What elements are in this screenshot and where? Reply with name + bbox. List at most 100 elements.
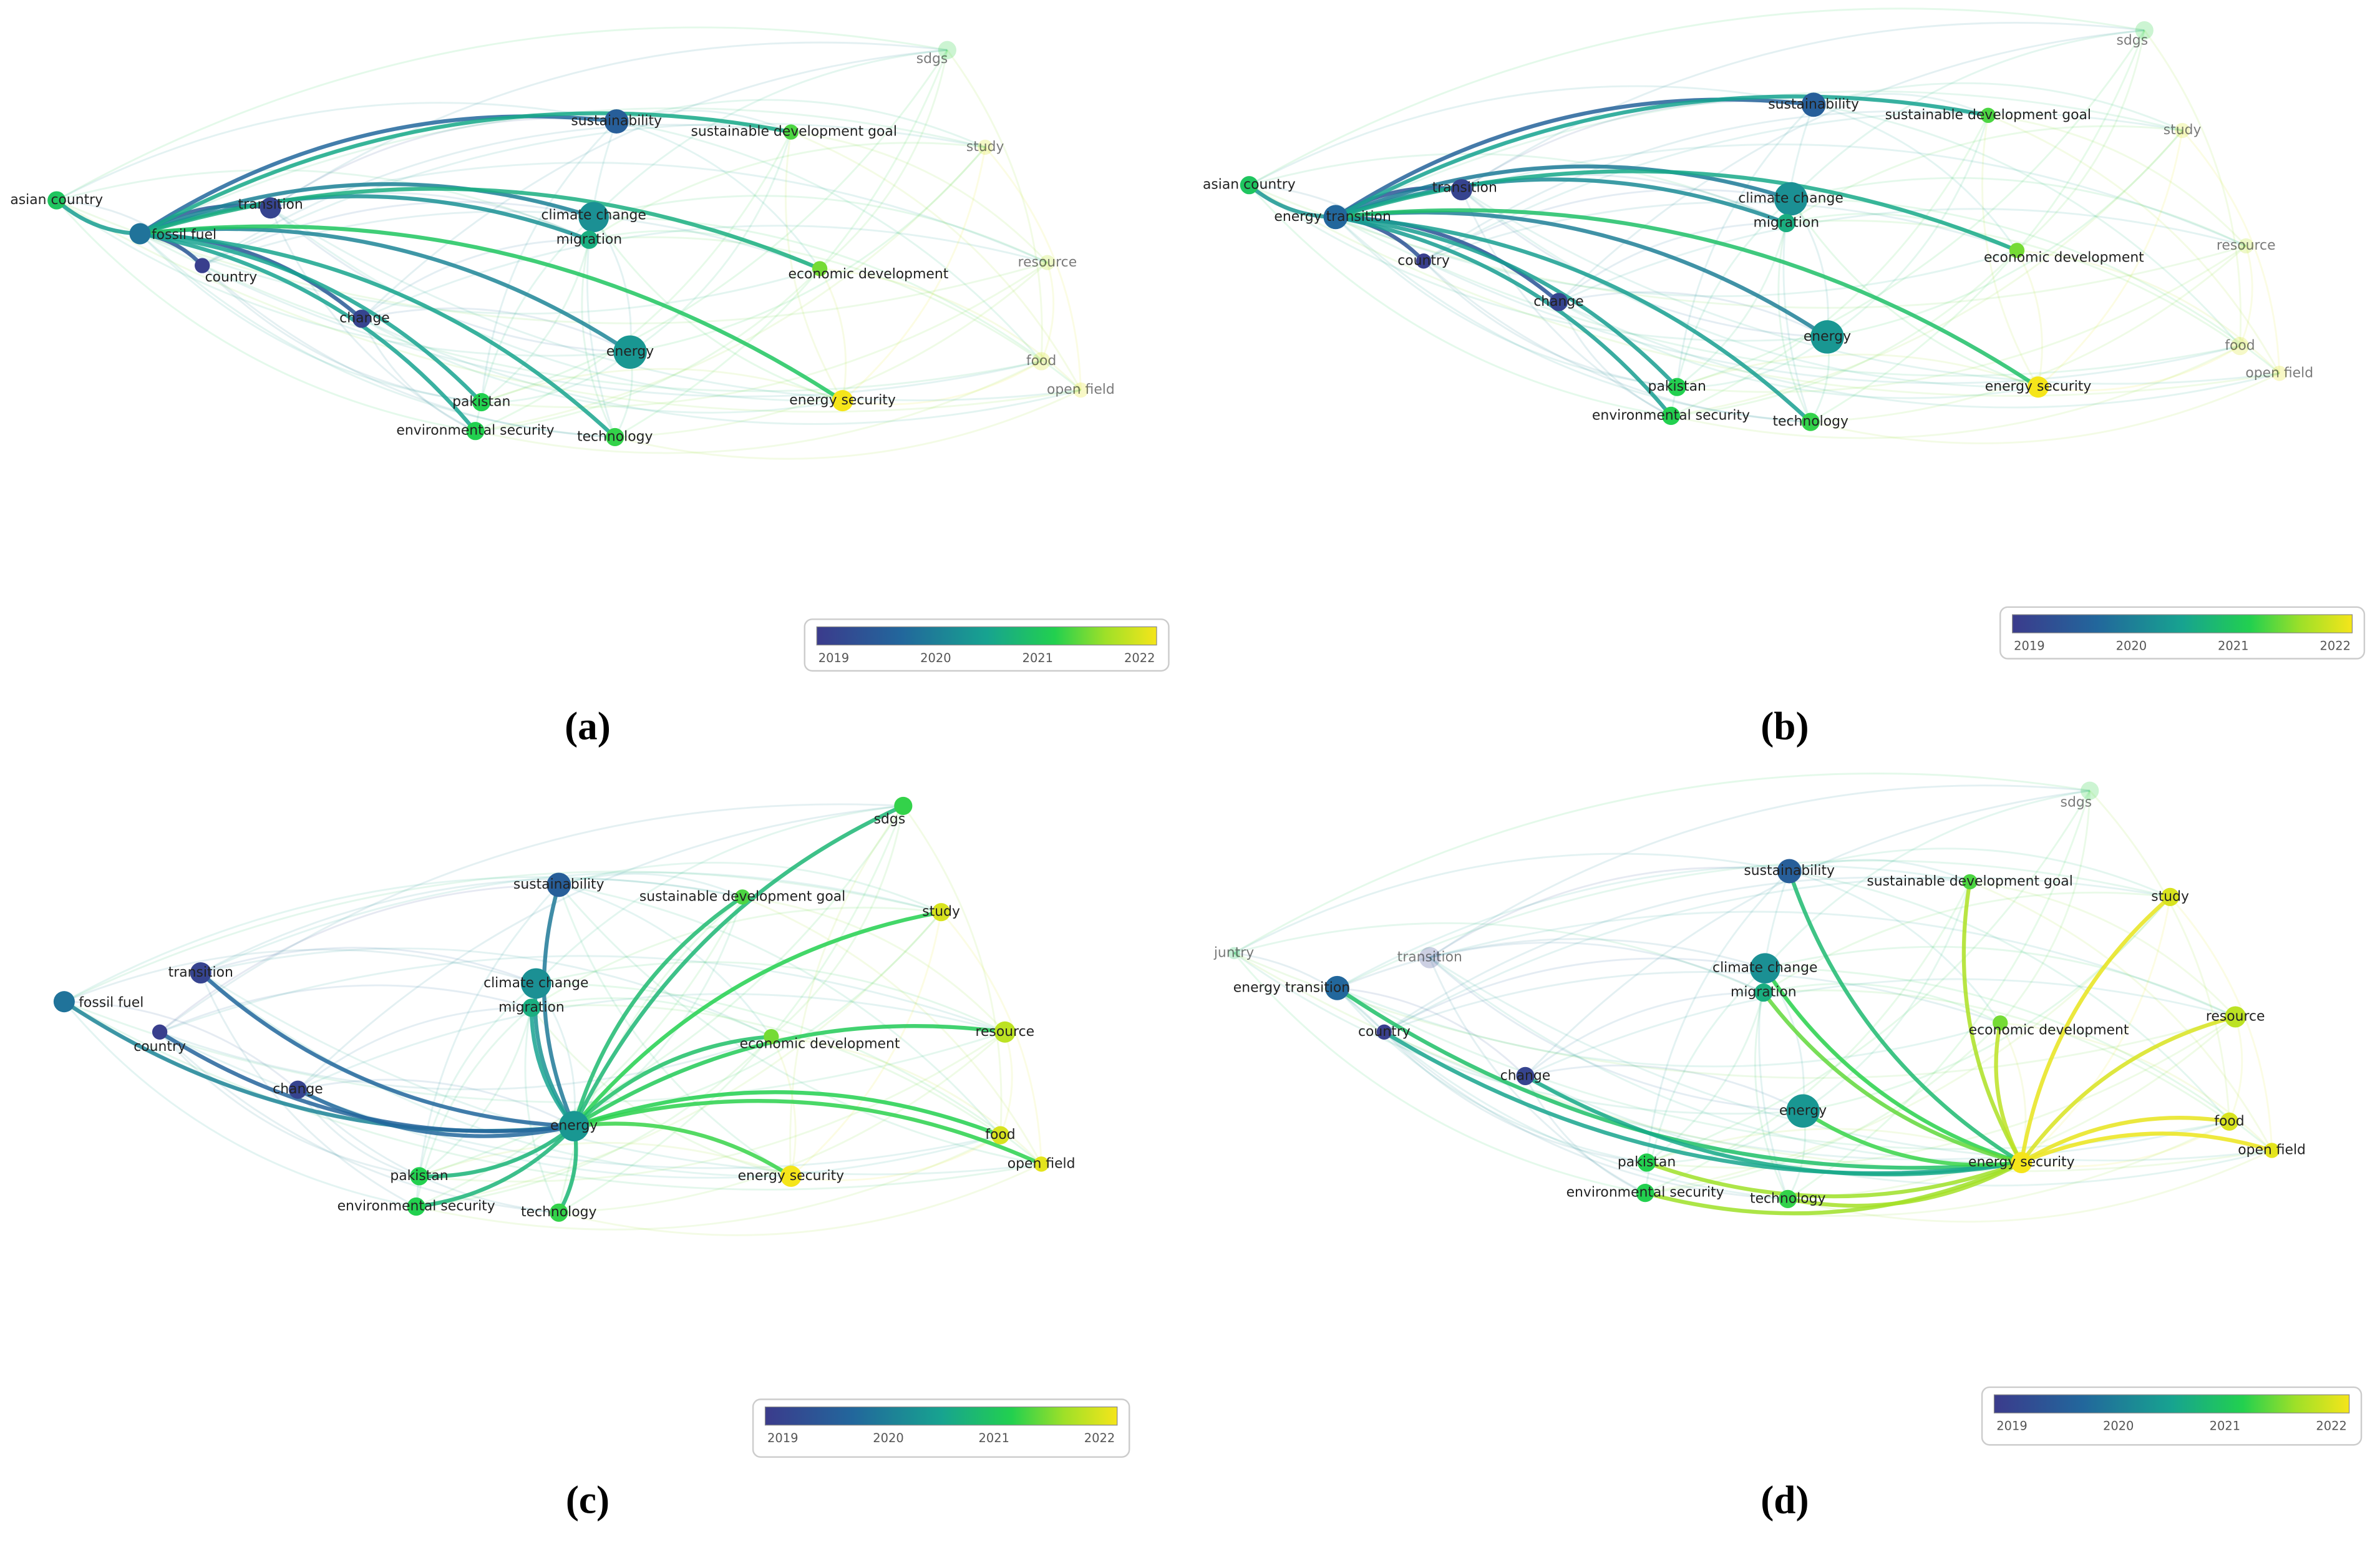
background-link (202, 265, 482, 403)
node (1450, 178, 1472, 201)
node (1777, 213, 1795, 233)
node (1419, 947, 1440, 969)
background-link (558, 862, 942, 914)
background-link (159, 1031, 1001, 1169)
node-label: technology (1772, 414, 1848, 429)
background-link (1790, 177, 2246, 247)
node (1754, 983, 1773, 1002)
node-label: change (1533, 294, 1584, 310)
background-link (790, 1134, 1001, 1181)
node (1549, 293, 1568, 311)
background-link (1758, 871, 1790, 1199)
node-label: economic development (1984, 250, 2144, 265)
background-link (1233, 952, 1385, 1033)
background-link (270, 41, 948, 209)
background-link (415, 1134, 1001, 1231)
node-label: energy security (789, 393, 896, 408)
node (2230, 336, 2250, 356)
focus-link (1994, 1022, 2024, 1164)
background-link (1248, 153, 1787, 224)
background-link (159, 1031, 420, 1178)
node (2238, 238, 2254, 254)
background-link (1336, 864, 1970, 989)
legend-tick: 2021 (2210, 1419, 2240, 1433)
background-link (1813, 104, 2018, 251)
focus-link (1762, 991, 2023, 1165)
node-label: economic development (1969, 1022, 2129, 1038)
node (1039, 255, 1056, 270)
node (1774, 182, 1808, 216)
node-label: sdgs (2061, 795, 2092, 811)
node (1033, 1156, 1049, 1172)
background-link (415, 896, 744, 1208)
legend-tick: 2019 (767, 1431, 798, 1445)
panel-label: (a) (565, 704, 611, 748)
legend-tick: 2020 (920, 651, 951, 665)
node (1777, 859, 1802, 884)
background-link (1787, 790, 2091, 1200)
node-label: country (134, 1039, 186, 1055)
background-link (842, 360, 1042, 406)
background-link (297, 993, 1006, 1091)
node (1993, 1015, 2008, 1031)
background-link (418, 982, 537, 1177)
background-link (139, 233, 820, 315)
background-link (1786, 220, 2241, 347)
background-link (614, 261, 1048, 438)
background-link (297, 804, 903, 1091)
background-link (1524, 789, 2090, 1077)
node-label: sustainable development goal (1867, 874, 2072, 889)
legend-colorbar (816, 626, 1157, 646)
node (978, 139, 993, 155)
node (1636, 1184, 1654, 1203)
background-link (1790, 198, 1829, 338)
node (550, 1203, 568, 1222)
background-link (56, 199, 1048, 325)
background-link (2016, 250, 2043, 388)
node (288, 1080, 308, 1099)
node (1810, 320, 1844, 354)
background-link (202, 124, 792, 266)
legend-tick: 2019 (818, 651, 849, 665)
node (578, 202, 610, 233)
focus-link (138, 111, 792, 236)
node (734, 889, 750, 905)
node (764, 1028, 779, 1045)
background-link (1336, 987, 1647, 1164)
focus-link (1763, 967, 2023, 1164)
background-link (593, 216, 843, 402)
background-link (1461, 21, 2145, 191)
background-link (616, 120, 821, 270)
node-label: sustainability (1744, 863, 1835, 879)
node (1779, 1189, 1797, 1208)
background-link (1461, 143, 2246, 247)
background-link (361, 238, 590, 320)
background-link (902, 805, 1003, 1136)
background-link (1429, 957, 1804, 1112)
background-link (200, 947, 537, 985)
node (520, 968, 551, 999)
background-link (1644, 1022, 2001, 1194)
background-link (789, 805, 905, 1176)
node (410, 1167, 429, 1186)
node (1228, 947, 1240, 960)
background-link (1429, 910, 2236, 1018)
background-link (790, 131, 1048, 263)
node-label: resource (1018, 255, 1077, 270)
node-label: country (1358, 1024, 1411, 1040)
node (195, 258, 210, 273)
background-link (1646, 790, 2091, 1164)
focus-link (573, 1121, 792, 1178)
node-label: technology (577, 429, 653, 444)
focus-link (1787, 871, 2023, 1164)
background-link (56, 102, 617, 202)
background-link (1337, 987, 1527, 1077)
background-link (202, 122, 986, 266)
node-label: environmental security (338, 1199, 495, 1214)
background-link (1827, 115, 1989, 338)
node (1240, 176, 1258, 195)
network-panel: fossil fuel country transition change sustai… (53, 796, 1130, 1522)
background-link (475, 131, 792, 432)
legend-tick: 2021 (979, 1431, 1009, 1445)
node (466, 422, 485, 441)
